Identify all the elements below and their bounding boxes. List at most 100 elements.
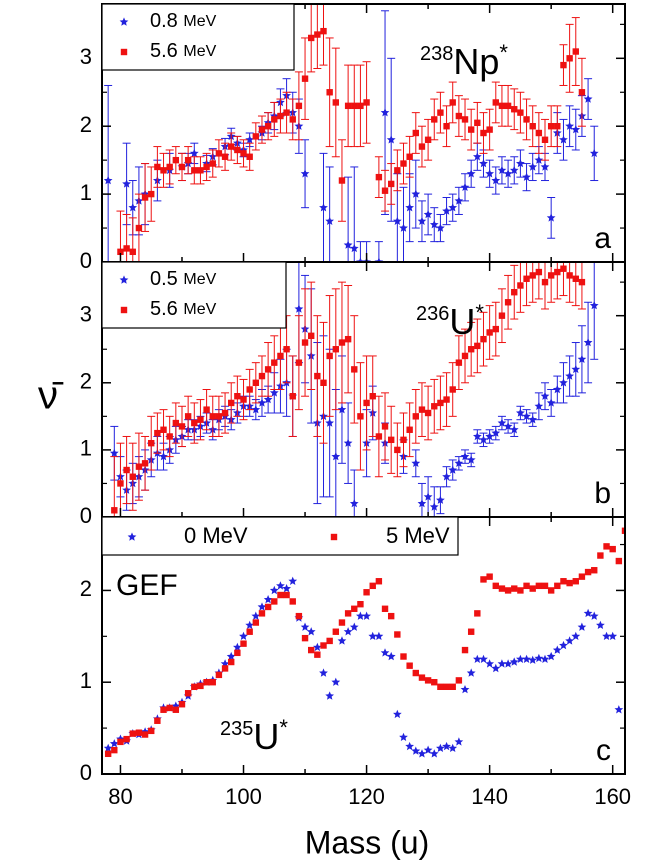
y-tick-label: 3 — [80, 44, 92, 69]
data-point — [497, 165, 507, 175]
data-point — [294, 304, 304, 313]
data-point — [466, 455, 476, 464]
data-point — [387, 180, 395, 188]
nucleus-label: 235U* — [220, 715, 288, 757]
data-point — [492, 99, 499, 106]
data-point — [541, 136, 549, 143]
data-point — [295, 359, 303, 366]
data-point — [332, 628, 340, 635]
data-point — [374, 257, 384, 262]
data-point — [197, 682, 204, 690]
data-point — [535, 268, 543, 276]
data-point — [325, 691, 334, 700]
data-point — [480, 576, 487, 583]
data-point — [337, 636, 347, 645]
data-point — [375, 578, 383, 585]
data-point — [460, 182, 470, 191]
data-point — [621, 527, 625, 534]
data-point — [411, 458, 421, 467]
data-point — [466, 169, 476, 178]
data-point — [498, 312, 506, 319]
data-point — [189, 148, 199, 158]
data-point — [228, 143, 235, 150]
data-point — [393, 216, 402, 225]
data-point — [301, 339, 309, 346]
data-point — [437, 399, 444, 407]
data-point — [417, 499, 427, 508]
data-point — [215, 671, 223, 679]
data-point — [129, 473, 136, 480]
data-point — [258, 126, 266, 133]
data-point — [386, 135, 396, 144]
data-point — [406, 662, 413, 669]
data-point — [400, 160, 407, 167]
legend-marker — [119, 17, 129, 26]
legend-box — [101, 261, 287, 329]
y-tick-label: 2 — [80, 576, 92, 601]
data-point — [203, 679, 210, 686]
data-point — [308, 332, 315, 340]
data-point — [423, 209, 433, 219]
data-point — [461, 116, 469, 123]
legend-marker — [119, 275, 129, 284]
data-point — [209, 413, 216, 420]
data-point — [535, 129, 543, 137]
data-point — [357, 413, 364, 420]
data-point — [406, 426, 413, 433]
data-point — [282, 584, 291, 593]
data-point — [356, 611, 365, 620]
y-tick-label: 1 — [80, 668, 92, 693]
data-point — [591, 567, 598, 574]
data-point — [343, 438, 353, 447]
data-point — [258, 372, 266, 380]
data-point — [589, 301, 599, 310]
y-tick-label: 3 — [80, 301, 92, 326]
data-point — [455, 112, 463, 120]
data-point — [429, 749, 439, 758]
data-point — [257, 398, 267, 407]
data-point — [264, 366, 272, 373]
data-point — [474, 342, 481, 350]
data-point — [455, 677, 463, 684]
legend-marker — [120, 306, 128, 314]
data-point — [300, 622, 310, 631]
data-point — [560, 578, 567, 585]
data-point — [577, 622, 587, 631]
data-point — [306, 627, 316, 636]
data-point — [228, 399, 235, 407]
legend-marker — [330, 533, 338, 541]
legend: 0 MeV 5 MeV — [101, 516, 459, 556]
data-point — [443, 396, 450, 403]
data-point — [233, 642, 242, 652]
data-point — [276, 581, 285, 590]
data-point — [209, 679, 216, 686]
data-point — [528, 415, 538, 424]
data-point — [412, 669, 419, 677]
data-point — [141, 460, 149, 467]
data-point — [332, 99, 340, 106]
data-point — [454, 737, 464, 746]
data-point — [129, 248, 136, 256]
data-point — [443, 683, 450, 691]
data-point — [295, 612, 303, 620]
data-point — [344, 610, 352, 617]
data-point — [160, 426, 167, 433]
data-point — [424, 136, 432, 143]
data-point — [460, 685, 470, 694]
data-point — [541, 278, 549, 286]
data-point — [246, 628, 253, 635]
panel-letter: b — [594, 477, 611, 510]
data-point — [572, 578, 579, 585]
data-point — [540, 654, 550, 663]
data-point — [239, 631, 248, 640]
data-point — [320, 379, 327, 386]
data-point — [491, 428, 501, 437]
data-point — [608, 631, 618, 640]
data-point — [436, 223, 445, 232]
data-point — [497, 659, 507, 668]
data-point — [374, 631, 384, 640]
data-point — [405, 203, 414, 212]
data-point — [387, 612, 395, 620]
data-point — [454, 196, 464, 205]
data-point — [529, 123, 536, 130]
